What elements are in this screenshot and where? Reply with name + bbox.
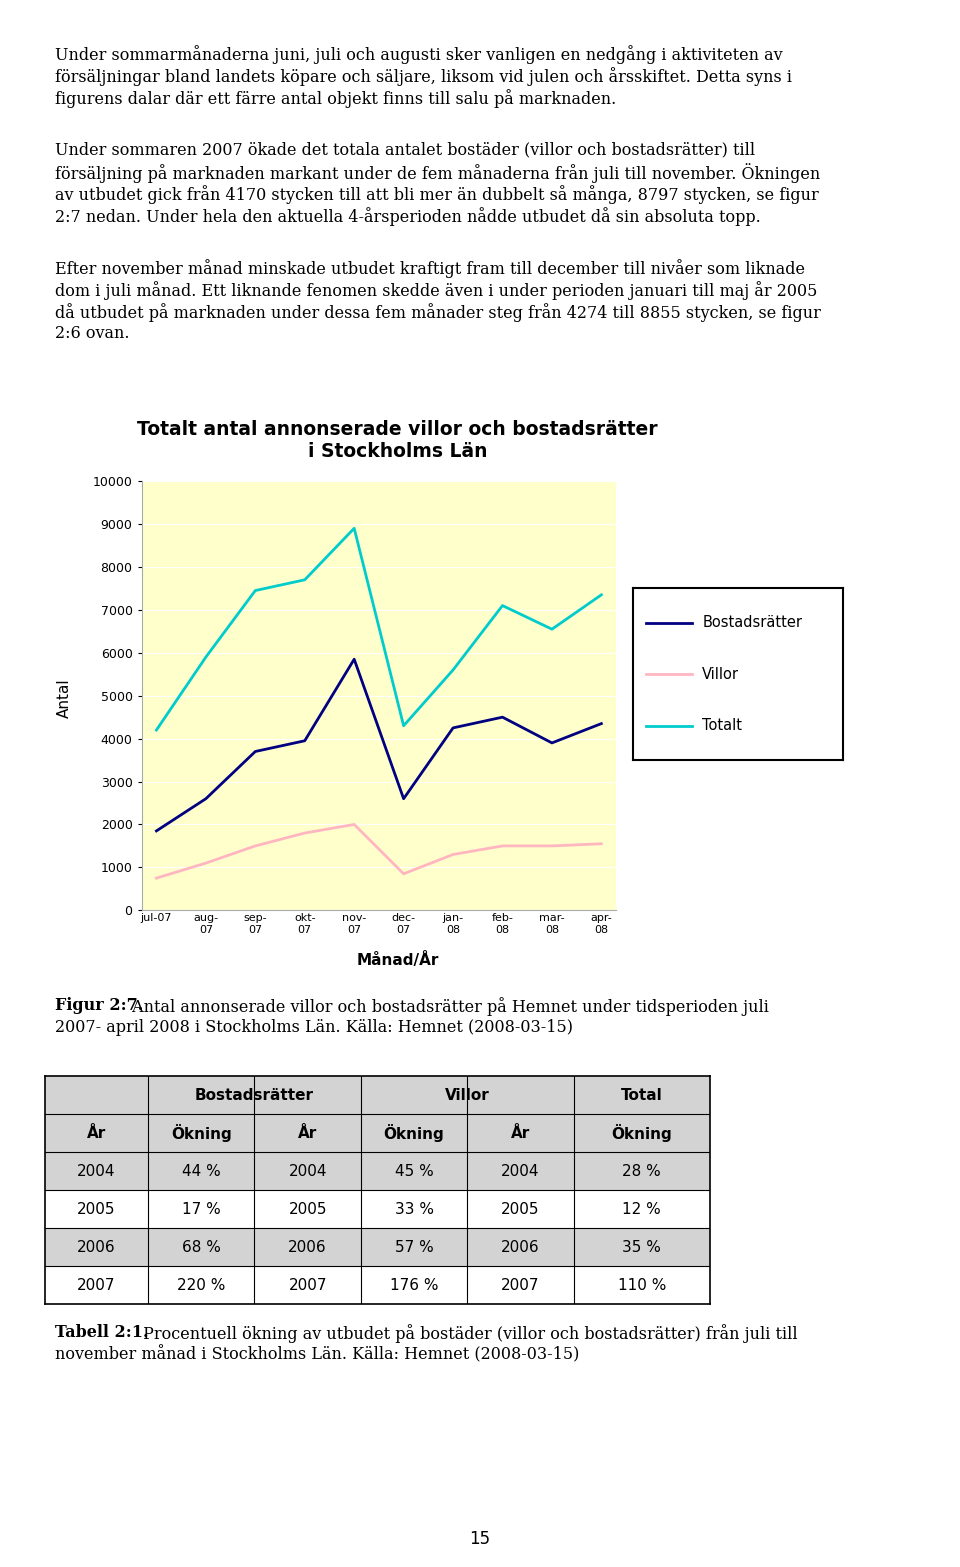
Text: Månad/År: Månad/År [356, 953, 439, 968]
Text: Procentuell ökning av utbudet på bostäder (villor och bostadsrätter) från juli t: Procentuell ökning av utbudet på bostäde… [138, 1324, 798, 1343]
Text: Antal: Antal [57, 679, 72, 718]
Text: november månad i Stockholms Län. Källa: Hemnet (2008-03-15): november månad i Stockholms Län. Källa: … [55, 1346, 580, 1363]
Text: försäljning på marknaden markant under de fem månaderna från juli till november.: försäljning på marknaden markant under d… [55, 163, 820, 183]
Text: Total: Total [621, 1087, 662, 1103]
Text: Tabell 2:1.: Tabell 2:1. [55, 1324, 149, 1341]
Text: 44 %: 44 % [181, 1164, 221, 1178]
Text: Villor: Villor [444, 1087, 490, 1103]
Text: figurens dalar där ett färre antal objekt finns till salu på marknaden.: figurens dalar där ett färre antal objek… [55, 89, 616, 108]
Text: 17 %: 17 % [181, 1202, 221, 1216]
Text: försäljningar bland landets köpare och säljare, liksom vid julen och årsskiftet.: försäljningar bland landets köpare och s… [55, 67, 792, 86]
Text: 176 %: 176 % [390, 1277, 439, 1293]
Text: 2004: 2004 [501, 1164, 540, 1178]
Text: 2005: 2005 [78, 1202, 116, 1216]
Text: 2:7 nedan. Under hela den aktuella 4-årsperioden nådde utbudet då sin absoluta t: 2:7 nedan. Under hela den aktuella 4-års… [55, 207, 760, 226]
Text: Totalt antal annonserade villor och bostadsrätter
i Stockholms Län: Totalt antal annonserade villor och bost… [137, 420, 659, 461]
Text: 2006: 2006 [288, 1239, 327, 1255]
Text: 57 %: 57 % [395, 1239, 434, 1255]
Text: 2007: 2007 [288, 1277, 327, 1293]
Bar [45, 1189, 710, 1229]
Text: Bostadsrätter: Bostadsrätter [703, 616, 803, 630]
Text: 220 %: 220 % [177, 1277, 226, 1293]
Text: Figur 2:7.: Figur 2:7. [55, 997, 143, 1014]
Text: 2:6 ovan.: 2:6 ovan. [55, 324, 130, 342]
Text: 68 %: 68 % [181, 1239, 221, 1255]
Text: År: År [298, 1125, 318, 1141]
Text: Efter november månad minskade utbudet kraftigt fram till december till nivåer so: Efter november månad minskade utbudet kr… [55, 259, 805, 277]
Text: 2006: 2006 [501, 1239, 540, 1255]
Text: 15: 15 [469, 1529, 491, 1548]
Text: Totalt: Totalt [703, 718, 742, 733]
Bar [45, 1229, 710, 1266]
Text: 2005: 2005 [501, 1202, 540, 1216]
Text: Under sommarmånaderna juni, juli och augusti sker vanligen en nedgång i aktivite: Under sommarmånaderna juni, juli och aug… [55, 45, 782, 64]
Text: Villor: Villor [703, 666, 739, 682]
Text: År: År [511, 1125, 530, 1141]
Text: 110 %: 110 % [617, 1277, 666, 1293]
Text: 12 %: 12 % [622, 1202, 661, 1216]
Text: då utbudet på marknaden under dessa fem månader steg från 4274 till 8855 stycken: då utbudet på marknaden under dessa fem … [55, 302, 821, 321]
Bar [45, 1152, 710, 1189]
Text: 2007: 2007 [501, 1277, 540, 1293]
Bar [45, 1266, 710, 1304]
Text: Ökning: Ökning [384, 1124, 444, 1142]
Text: 33 %: 33 % [395, 1202, 434, 1216]
Bar [45, 1114, 710, 1152]
Text: dom i juli månad. Ett liknande fenomen skedde även i under perioden januari till: dom i juli månad. Ett liknande fenomen s… [55, 280, 817, 299]
Text: 2005: 2005 [288, 1202, 327, 1216]
Text: 35 %: 35 % [622, 1239, 661, 1255]
Text: 45 %: 45 % [395, 1164, 434, 1178]
Text: 28 %: 28 % [622, 1164, 661, 1178]
Text: Bostadsrätter: Bostadsrätter [195, 1087, 314, 1103]
Text: Ökning: Ökning [171, 1124, 231, 1142]
Text: Antal annonserade villor och bostadsrätter på Hemnet under tidsperioden juli: Antal annonserade villor och bostadsrätt… [127, 997, 769, 1015]
Text: 2004: 2004 [78, 1164, 116, 1178]
Text: 2007: 2007 [78, 1277, 116, 1293]
Text: Ökning: Ökning [612, 1124, 672, 1142]
Text: 2007- april 2008 i Stockholms Län. Källa: Hemnet (2008-03-15): 2007- april 2008 i Stockholms Län. Källa… [55, 1019, 573, 1036]
Text: 2006: 2006 [77, 1239, 116, 1255]
Text: 2004: 2004 [288, 1164, 327, 1178]
Text: Under sommaren 2007 ökade det totala antalet bostäder (villor och bostadsrätter): Under sommaren 2007 ökade det totala ant… [55, 141, 756, 158]
Bar [45, 1077, 710, 1114]
Text: År: År [87, 1125, 107, 1141]
Text: av utbudet gick från 4170 stycken till att bli mer än dubbelt så många, 8797 sty: av utbudet gick från 4170 stycken till a… [55, 185, 819, 204]
